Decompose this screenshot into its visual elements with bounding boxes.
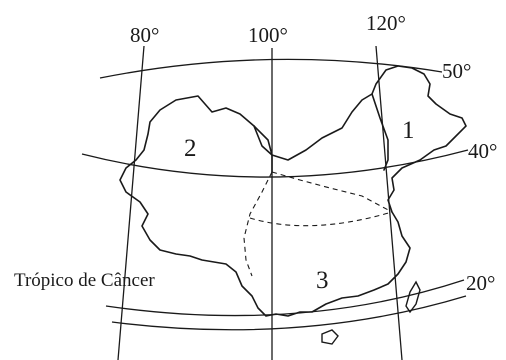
longitude-label-80: 80° — [130, 23, 159, 47]
region-label-3: 3 — [316, 267, 329, 294]
longitude-label-100: 100° — [248, 23, 288, 47]
region-label-2: 2 — [184, 135, 197, 162]
tropic-of-cancer-label: Trópico de Câncer — [14, 270, 155, 291]
boundary-northeast — [371, 93, 389, 171]
boundary-tibet-plateau — [243, 171, 273, 277]
latitude-label-50: 50° — [442, 59, 471, 83]
region-label-1: 1 — [402, 117, 415, 144]
longitude-label-120: 120° — [366, 11, 406, 35]
taiwan-island — [405, 280, 421, 314]
parallel-lower — [111, 295, 467, 331]
latitude-label-20: 20° — [466, 271, 495, 295]
qinling-huaihe-line — [249, 211, 393, 227]
boundary-north-northwest — [253, 125, 273, 156]
hainan-island — [321, 329, 339, 345]
country-outline — [119, 65, 467, 317]
latitude-label-40: 40° — [468, 139, 497, 163]
boundary-east-dash — [271, 171, 393, 213]
